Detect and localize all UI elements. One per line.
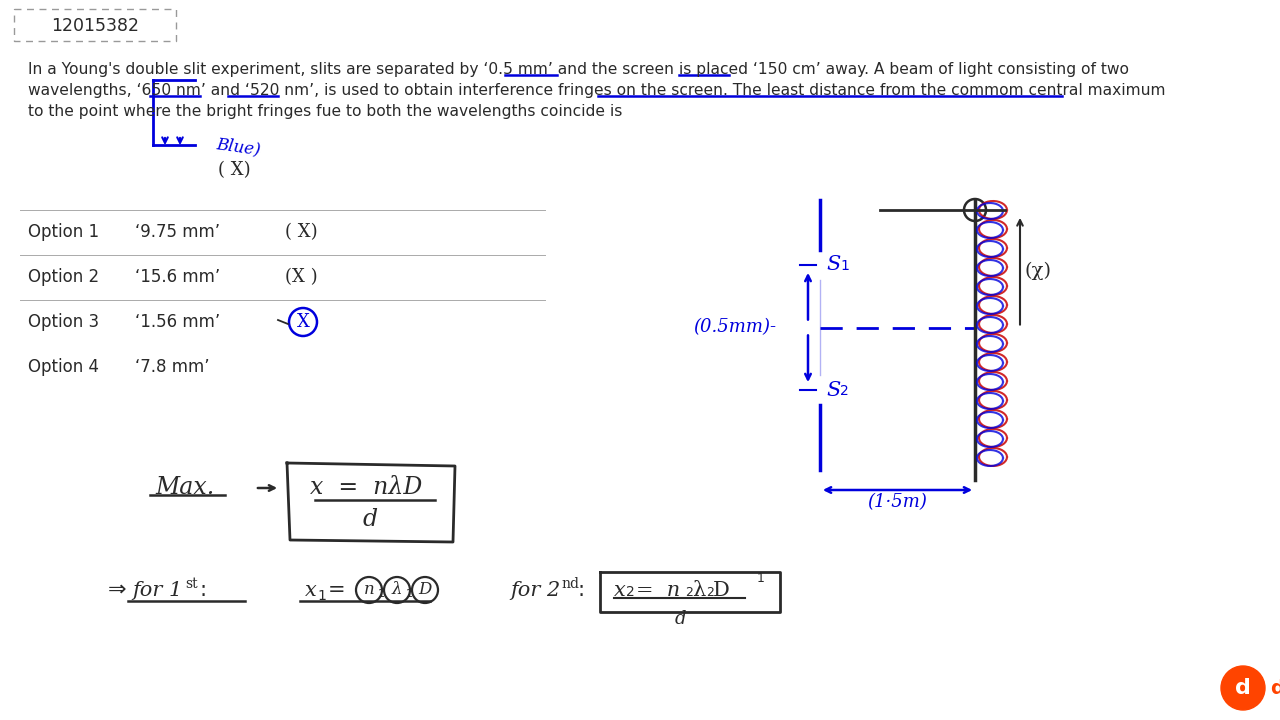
Text: Blue): Blue) [215, 136, 261, 159]
Text: nd: nd [561, 577, 579, 591]
Text: 2: 2 [685, 586, 692, 599]
Text: d: d [362, 508, 378, 531]
Text: 1: 1 [317, 589, 326, 603]
Text: :: : [200, 580, 207, 600]
Text: n: n [364, 582, 374, 598]
Text: ⇒: ⇒ [108, 580, 127, 600]
Text: D: D [713, 580, 730, 600]
Text: for 2: for 2 [509, 580, 561, 600]
Text: 2: 2 [707, 586, 714, 599]
Text: ( X): ( X) [285, 223, 317, 241]
Text: X: X [297, 313, 310, 331]
Text: S: S [826, 380, 840, 400]
Text: ‘15.6 mm’: ‘15.6 mm’ [134, 268, 220, 286]
Text: 1: 1 [840, 259, 849, 273]
Text: Option 4: Option 4 [28, 358, 99, 376]
Text: Option 3: Option 3 [28, 313, 99, 331]
Text: λ: λ [392, 582, 402, 598]
Text: λ: λ [692, 580, 705, 600]
Text: ( X): ( X) [218, 161, 251, 179]
Text: 1: 1 [378, 589, 385, 599]
Text: 1: 1 [406, 589, 413, 599]
Text: to the point where the bright fringes fue to both the wavelengths coincide is: to the point where the bright fringes fu… [28, 104, 622, 119]
Text: =  n: = n [636, 580, 680, 600]
Text: Option 1: Option 1 [28, 223, 99, 241]
Text: (0.5mm)-: (0.5mm)- [692, 318, 776, 336]
Text: (χ): (χ) [1025, 262, 1052, 280]
Text: d: d [1235, 678, 1251, 698]
Text: x: x [614, 580, 626, 600]
Text: In a Young's double slit experiment, slits are separated by ‘0.5 mm’ and the scr: In a Young's double slit experiment, sli… [28, 62, 1129, 77]
Text: Option 2: Option 2 [28, 268, 99, 286]
Text: Max.: Max. [155, 477, 214, 500]
Text: (X ): (X ) [285, 268, 317, 286]
Text: x  =  nλD: x = nλD [310, 477, 422, 500]
Text: 12015382: 12015382 [51, 17, 140, 35]
Text: (1·5m): (1·5m) [868, 493, 928, 511]
Text: doubtnut: doubtnut [1270, 678, 1280, 698]
Text: ‘7.8 mm’: ‘7.8 mm’ [134, 358, 210, 376]
Text: =: = [328, 580, 346, 600]
Text: :: : [577, 580, 584, 600]
Text: x: x [305, 580, 316, 600]
Text: 2: 2 [840, 384, 849, 398]
Text: S: S [826, 256, 840, 274]
Circle shape [1221, 666, 1265, 710]
Text: st: st [186, 577, 197, 591]
Text: wavelengths, ‘650 nm’ and ‘520 nm’, is used to obtain interference fringes on th: wavelengths, ‘650 nm’ and ‘520 nm’, is u… [28, 83, 1166, 98]
Text: d: d [675, 610, 686, 628]
FancyBboxPatch shape [14, 9, 177, 41]
Text: 2: 2 [626, 585, 635, 599]
Text: 1: 1 [756, 572, 765, 585]
Text: ‘1.56 mm’: ‘1.56 mm’ [134, 313, 220, 331]
Text: for 1: for 1 [132, 580, 182, 600]
Text: D: D [419, 582, 431, 598]
Text: ‘9.75 mm’: ‘9.75 mm’ [134, 223, 220, 241]
